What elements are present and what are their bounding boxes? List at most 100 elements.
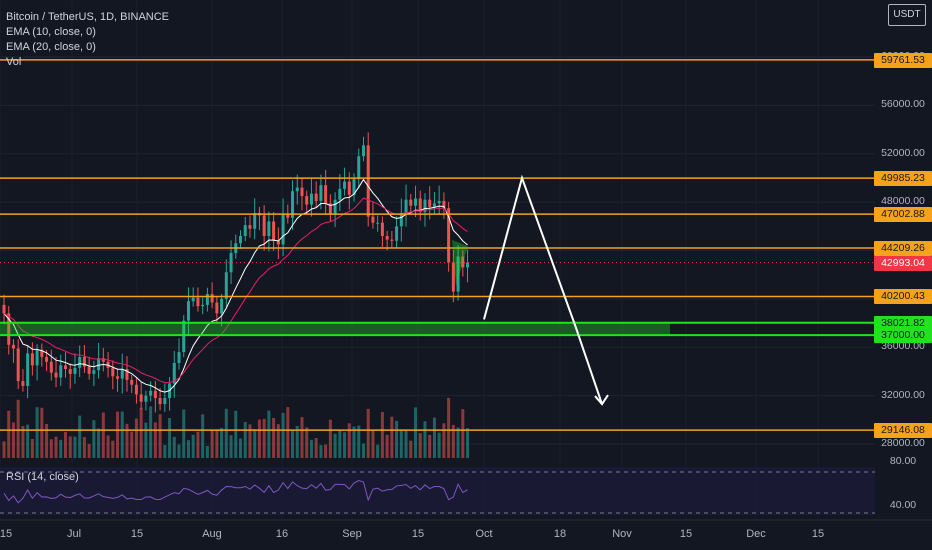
volume-bar [182, 409, 186, 458]
currency-badge[interactable]: USDT [888, 4, 926, 26]
volume-bar [158, 414, 162, 458]
candle-body [158, 398, 162, 405]
volume-bar [40, 407, 44, 458]
candle-body [191, 297, 195, 302]
volume-bar [82, 437, 86, 458]
candle-body [2, 304, 6, 314]
volume-bar [437, 432, 441, 458]
candle-body [224, 272, 228, 299]
candle-body [437, 200, 441, 204]
ema20-legend[interactable]: EMA (20, close, 0) [6, 41, 96, 53]
time-tick-label: Nov [612, 528, 632, 540]
candle-body [116, 376, 120, 379]
projection-arrowhead [594, 394, 609, 406]
volume-bar [428, 434, 432, 458]
time-tick-label: 15 [0, 528, 13, 540]
volume-bar [144, 422, 148, 458]
candle-body [149, 390, 153, 396]
volume-bar [177, 444, 181, 458]
symbol-title[interactable]: Bitcoin / TetherUS, 1D, BINANCE [6, 11, 170, 23]
volume-bar [224, 408, 228, 458]
rsi-legend[interactable]: RSI (14, close) [6, 471, 79, 483]
volume-bar [286, 407, 290, 458]
candle-body [328, 203, 332, 215]
volume-bar [338, 430, 342, 458]
level-price-box: 59761.53 [874, 52, 932, 68]
volume-bar [395, 420, 399, 458]
candle-body [300, 187, 304, 197]
candle-body [248, 225, 252, 229]
volume-bar [305, 427, 309, 458]
level-price-box: 29146.08 [874, 423, 932, 439]
volume-legend[interactable]: Vol [6, 56, 22, 68]
volume-bar [300, 417, 304, 458]
level-price-box: 40200.43 [874, 289, 932, 305]
candle-body [466, 262, 470, 268]
volume-bar [262, 418, 266, 458]
volume-bar [87, 444, 91, 458]
ema10-legend[interactable]: EMA (10, close, 0) [6, 26, 96, 38]
volume-bar [253, 429, 257, 458]
candle-body [395, 226, 399, 241]
candle-body [68, 369, 72, 374]
price-tick-label: 56000.00 [881, 98, 925, 111]
volume-bar [276, 424, 280, 458]
candle-body [404, 199, 408, 214]
volume-bar [399, 430, 403, 458]
volume-bar [291, 430, 295, 458]
candle-body [134, 384, 138, 395]
candle-body [309, 193, 313, 205]
volume-bar [343, 432, 347, 458]
volume-bar [92, 420, 96, 458]
volume-bar [466, 428, 470, 458]
time-tick-label: 15 [811, 528, 825, 540]
volume-bar [328, 419, 332, 458]
candle-body [239, 235, 242, 244]
candle-body [357, 156, 361, 180]
volume-bar [2, 441, 6, 458]
volume-bar [205, 445, 209, 458]
volume-bar [97, 428, 101, 458]
candle-body [54, 372, 58, 378]
candle-body [49, 361, 53, 373]
volume-bar [447, 397, 451, 458]
candle-body [451, 262, 455, 292]
volume-bar [153, 422, 157, 458]
volume-bar [16, 399, 20, 458]
volume-bar [361, 443, 365, 458]
volume-bar [106, 435, 110, 458]
time-tick-label: 15 [411, 528, 425, 540]
volume-bar [116, 411, 120, 458]
candle-body [243, 225, 247, 236]
candle-body [220, 298, 224, 314]
candle-body [347, 181, 351, 195]
candle-body [414, 198, 418, 206]
volume-bar [130, 431, 134, 458]
projection-arrow-path [483, 174, 603, 405]
candle-body [101, 358, 105, 362]
candle-body [45, 356, 49, 362]
time-tick-label: 15 [679, 528, 693, 540]
support-bottom-price-box: 37000.00 [874, 328, 932, 344]
volume-bar [456, 427, 460, 458]
volume-bar [451, 424, 455, 458]
candle-body [262, 215, 266, 236]
time-tick-label: 18 [553, 528, 567, 540]
volume-bar [215, 429, 219, 458]
time-tick-label: 15 [130, 528, 144, 540]
candle-body [87, 366, 91, 374]
candle-body [144, 395, 148, 402]
candle-body [390, 239, 394, 241]
candle-body [281, 214, 285, 245]
candle-body [21, 381, 25, 386]
candle-body [428, 199, 432, 207]
candle-body [172, 362, 176, 384]
candle-body [366, 145, 370, 217]
candle-body [210, 294, 214, 303]
volume-bar [120, 411, 124, 458]
volume-bar [281, 412, 285, 458]
candle-body [186, 301, 190, 321]
candle-body [380, 222, 384, 236]
